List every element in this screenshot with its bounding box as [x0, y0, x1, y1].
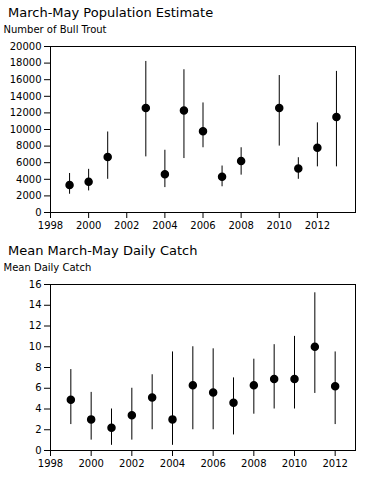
svg-text:2000: 2000: [76, 220, 101, 231]
svg-text:Number of Bull Trout: Number of Bull Trout: [4, 24, 107, 35]
svg-text:8: 8: [35, 362, 41, 373]
html-text:March-May Population Estimate: March-May Population Estimate: [8, 5, 214, 20]
svg-text:16: 16: [29, 279, 42, 290]
svg-text:10: 10: [29, 341, 42, 352]
svg-text:6: 6: [35, 382, 41, 393]
svg-text:0: 0: [35, 207, 41, 218]
svg-text:2006: 2006: [200, 458, 225, 469]
svg-text:2008: 2008: [241, 458, 266, 469]
svg-text:2012: 2012: [322, 458, 347, 469]
svg-text:2002: 2002: [119, 458, 144, 469]
svg-text:4: 4: [35, 403, 41, 414]
svg-text:12000: 12000: [10, 107, 42, 118]
svg-text:2010: 2010: [282, 458, 307, 469]
svg-text:16000: 16000: [10, 74, 42, 85]
svg-text:1998: 1998: [38, 220, 63, 231]
svg-text:1998: 1998: [38, 458, 63, 469]
svg-text:8000: 8000: [16, 140, 41, 151]
svg-text:2000: 2000: [78, 458, 103, 469]
svg-text:20000: 20000: [10, 41, 42, 52]
svg-text:18000: 18000: [10, 57, 42, 68]
svg-text:2008: 2008: [228, 220, 253, 231]
svg-text:12: 12: [29, 320, 42, 331]
svg-text:2012: 2012: [305, 220, 330, 231]
svg-text:10000: 10000: [10, 124, 42, 135]
svg-text:2: 2: [35, 424, 41, 435]
svg-text:6000: 6000: [16, 157, 41, 168]
html-text:Mean March-May Daily Catch: Mean March-May Daily Catch: [8, 243, 198, 258]
svg-text:Mean Daily Catch: Mean Daily Catch: [4, 262, 92, 273]
svg-text:2010: 2010: [267, 220, 292, 231]
svg-text:2002: 2002: [114, 220, 139, 231]
svg-text:2000: 2000: [16, 190, 41, 201]
svg-text:14000: 14000: [10, 91, 42, 102]
svg-text:2004: 2004: [152, 220, 177, 231]
svg-text:4000: 4000: [16, 174, 41, 185]
svg-text:2006: 2006: [190, 220, 215, 231]
svg-text:2004: 2004: [160, 458, 185, 469]
svg-text:14: 14: [29, 299, 42, 310]
svg-text:0: 0: [35, 445, 41, 456]
